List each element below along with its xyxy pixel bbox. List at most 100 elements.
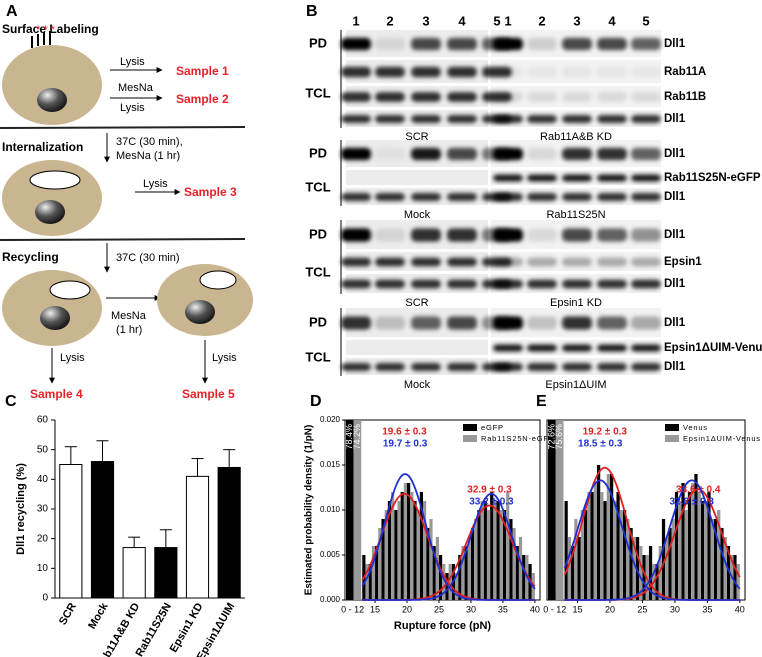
histogram-bar (429, 519, 433, 600)
histogram-bar (736, 564, 740, 600)
overflow-bar (548, 420, 556, 600)
histogram-bar (483, 501, 487, 600)
band (493, 115, 523, 123)
band-label: Dll1 (664, 229, 686, 241)
x-tick-label: 30 (670, 604, 680, 614)
histogram-bar (713, 519, 718, 600)
step-text: 37C (30 min), (116, 136, 183, 148)
band (527, 279, 557, 289)
histogram-bar (438, 555, 443, 600)
histogram-bar (499, 510, 503, 600)
histogram-bar (707, 492, 711, 600)
band (631, 92, 661, 102)
lane-number: 4 (458, 13, 466, 28)
fit-label: 19.7 ± 0.3 (383, 439, 428, 450)
histogram-bar (661, 519, 666, 600)
band (411, 257, 441, 267)
group-label: Mock (404, 209, 431, 221)
histogram-bar (678, 501, 682, 600)
band (411, 316, 441, 330)
histogram-bar (571, 546, 575, 600)
histogram-bar (391, 492, 395, 600)
histogram-bar (426, 528, 430, 600)
endosome (49, 280, 91, 300)
histogram-bar (448, 564, 452, 600)
panel-a: A Surface Labeling * * * Lysis Sample 1 … (0, 3, 253, 401)
band (597, 115, 627, 123)
band (341, 37, 371, 51)
band (493, 66, 523, 78)
y-axis-label: Dll1 recycling (%) (15, 463, 27, 555)
cell (2, 45, 102, 125)
band (597, 279, 627, 289)
lane-number: 5 (493, 13, 500, 28)
y-tick-label: 0.010 (320, 505, 341, 514)
band (493, 257, 523, 267)
x-tick-label: SCR (57, 601, 79, 627)
histogram-bar (375, 546, 379, 600)
band (597, 193, 627, 201)
fit-label: 32.9 ± 0.3 (467, 485, 512, 496)
band-label: Dll1 (664, 317, 686, 329)
band (341, 193, 371, 201)
band (375, 193, 405, 201)
band (631, 279, 661, 289)
histogram-bar (655, 564, 659, 600)
histogram-bar (458, 555, 462, 600)
bar (217, 466, 241, 599)
band (493, 193, 523, 201)
fit-label: 33.2 ± 0.3 (469, 497, 514, 508)
endosome (199, 270, 237, 290)
legend-swatch (665, 435, 679, 442)
band (562, 115, 592, 123)
histogram-bar (442, 564, 446, 600)
band (631, 193, 661, 201)
band (341, 257, 371, 267)
band (341, 228, 371, 242)
sample-label: Sample 1 (176, 64, 229, 78)
band (493, 92, 523, 102)
legend-label: Rab11S25N-eGFP (481, 434, 555, 443)
histogram-bar (365, 564, 369, 600)
histogram-bar (658, 546, 662, 600)
histogram-bar (474, 519, 478, 600)
histogram-bar (691, 483, 695, 600)
band-label: Dll1 (664, 191, 686, 203)
sample-label: Sample 5 (182, 387, 235, 401)
band (631, 147, 661, 161)
histogram-bar (684, 510, 688, 600)
band (375, 66, 405, 78)
step-text: Lysis (120, 56, 145, 68)
histogram-bar (397, 501, 401, 600)
histogram-bar (590, 492, 594, 600)
group-label: Epsin1 KD (550, 297, 602, 309)
histogram-bar (733, 555, 737, 600)
band (562, 147, 592, 161)
band (562, 363, 592, 371)
row-label: PD (309, 226, 327, 241)
histogram-bar (668, 528, 672, 600)
histogram-bar (496, 501, 500, 600)
x-tick-label: Mock (86, 600, 111, 631)
histogram-bar (681, 483, 685, 600)
band (597, 174, 627, 182)
band-label: Rab11B (664, 91, 706, 103)
y-tick-label: 30 (37, 504, 49, 515)
band (375, 37, 405, 51)
fit-label: 19.6 ± 0.3 (382, 427, 427, 438)
y-tick-label: 0.005 (320, 550, 341, 559)
x-tick-label: 20 (402, 604, 412, 614)
band (527, 115, 557, 123)
row-label: PD (309, 314, 327, 329)
panel-label: B (306, 3, 318, 20)
section-title: Internalization (2, 140, 83, 154)
histogram-bar (502, 510, 507, 600)
fit-curve (362, 492, 536, 601)
band (527, 193, 557, 201)
bar-value-label: 74.2% (352, 424, 362, 450)
histogram-bar (609, 474, 614, 600)
histogram-bar (619, 510, 623, 600)
bar (59, 464, 83, 599)
band-label: Dll1 (664, 278, 686, 290)
band (562, 344, 592, 352)
